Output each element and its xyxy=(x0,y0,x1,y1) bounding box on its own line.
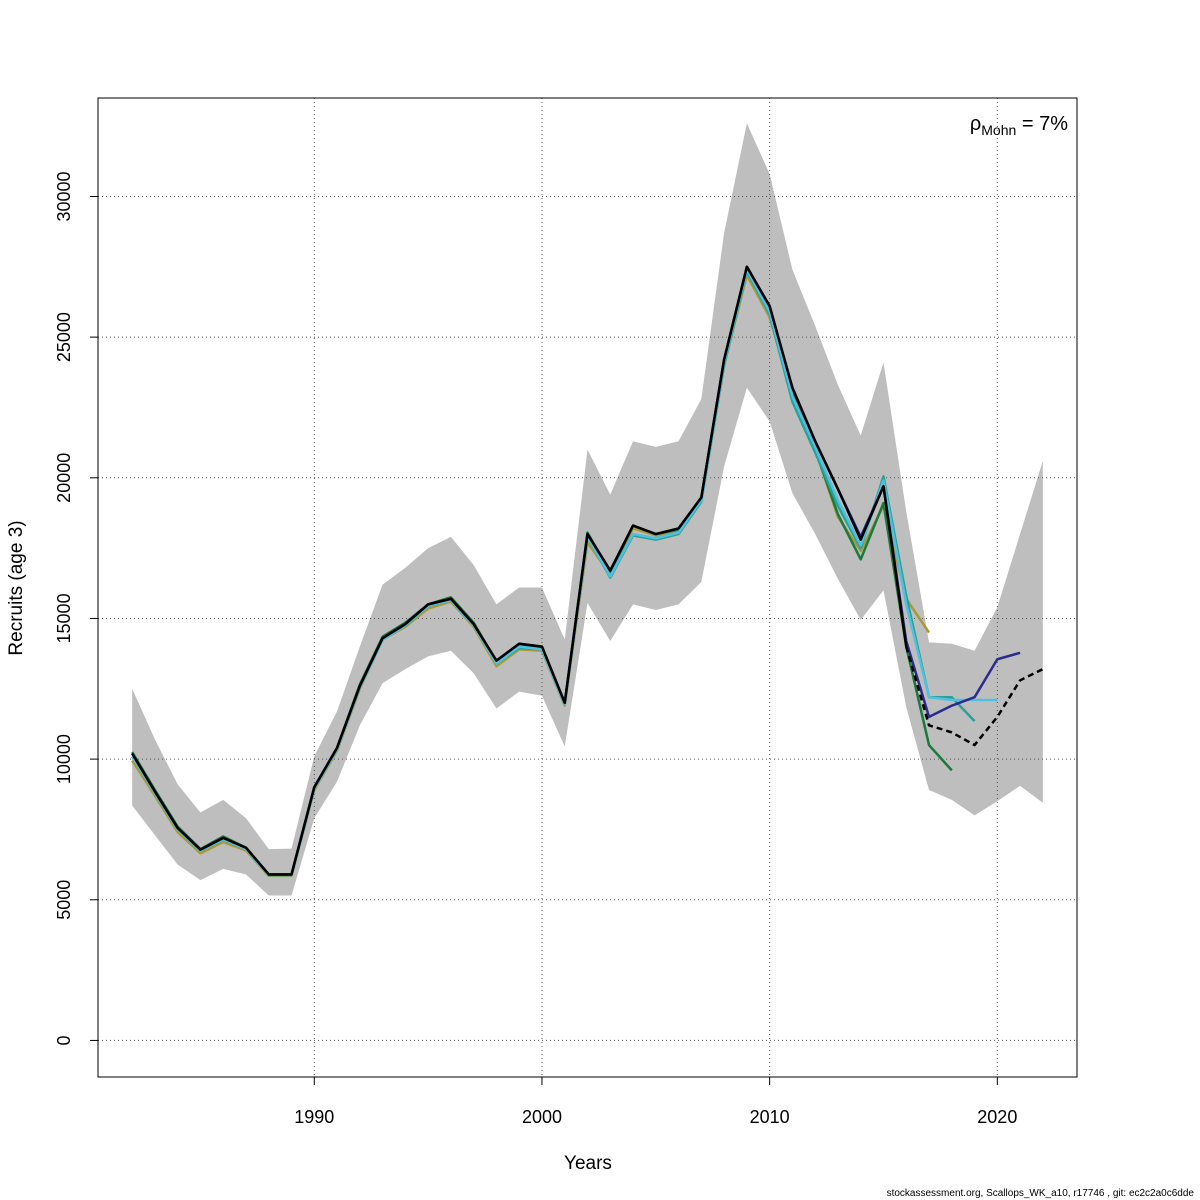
x-tick-label: 2000 xyxy=(522,1107,562,1127)
x-tick-label: 2010 xyxy=(750,1107,790,1127)
mohn-rho-symbol: ρ xyxy=(970,113,981,135)
y-tick-label: 30000 xyxy=(54,171,74,221)
y-tick-label: 15000 xyxy=(54,593,74,643)
y-axis-title: Recruits (age 3) xyxy=(6,520,27,655)
y-tick-label: 20000 xyxy=(54,453,74,503)
confidence-band-layer xyxy=(132,123,1043,896)
y-tick-label: 0 xyxy=(54,1035,74,1045)
plot-frame xyxy=(97,97,1078,1078)
series-line-base-recent xyxy=(905,646,1044,747)
y-tick-label: 5000 xyxy=(54,880,74,920)
x-axis-title: Years xyxy=(564,1153,612,1174)
mohn-rho-subscript: Mohn xyxy=(981,122,1016,138)
y-tick-label: 10000 xyxy=(54,734,74,784)
x-tick-label: 2020 xyxy=(977,1107,1017,1127)
mohn-rho-value: = 7% xyxy=(1016,113,1068,135)
footer-credit: stockassessment.org, Scallops_WK_a10, r1… xyxy=(887,1188,1195,1199)
y-axis: 0 5000 10000 15000 20000 25000 30000 xyxy=(54,171,98,1045)
mohn-rho-annotation: ρMohn = 7% xyxy=(970,113,1068,138)
x-axis: 1990 2000 2010 2020 xyxy=(294,1077,1017,1127)
confidence-band xyxy=(132,123,1043,896)
series-layer xyxy=(131,265,1044,878)
x-tick-label: 1990 xyxy=(294,1107,334,1127)
y-tick-label: 25000 xyxy=(54,312,74,362)
series-line-base xyxy=(131,265,908,876)
